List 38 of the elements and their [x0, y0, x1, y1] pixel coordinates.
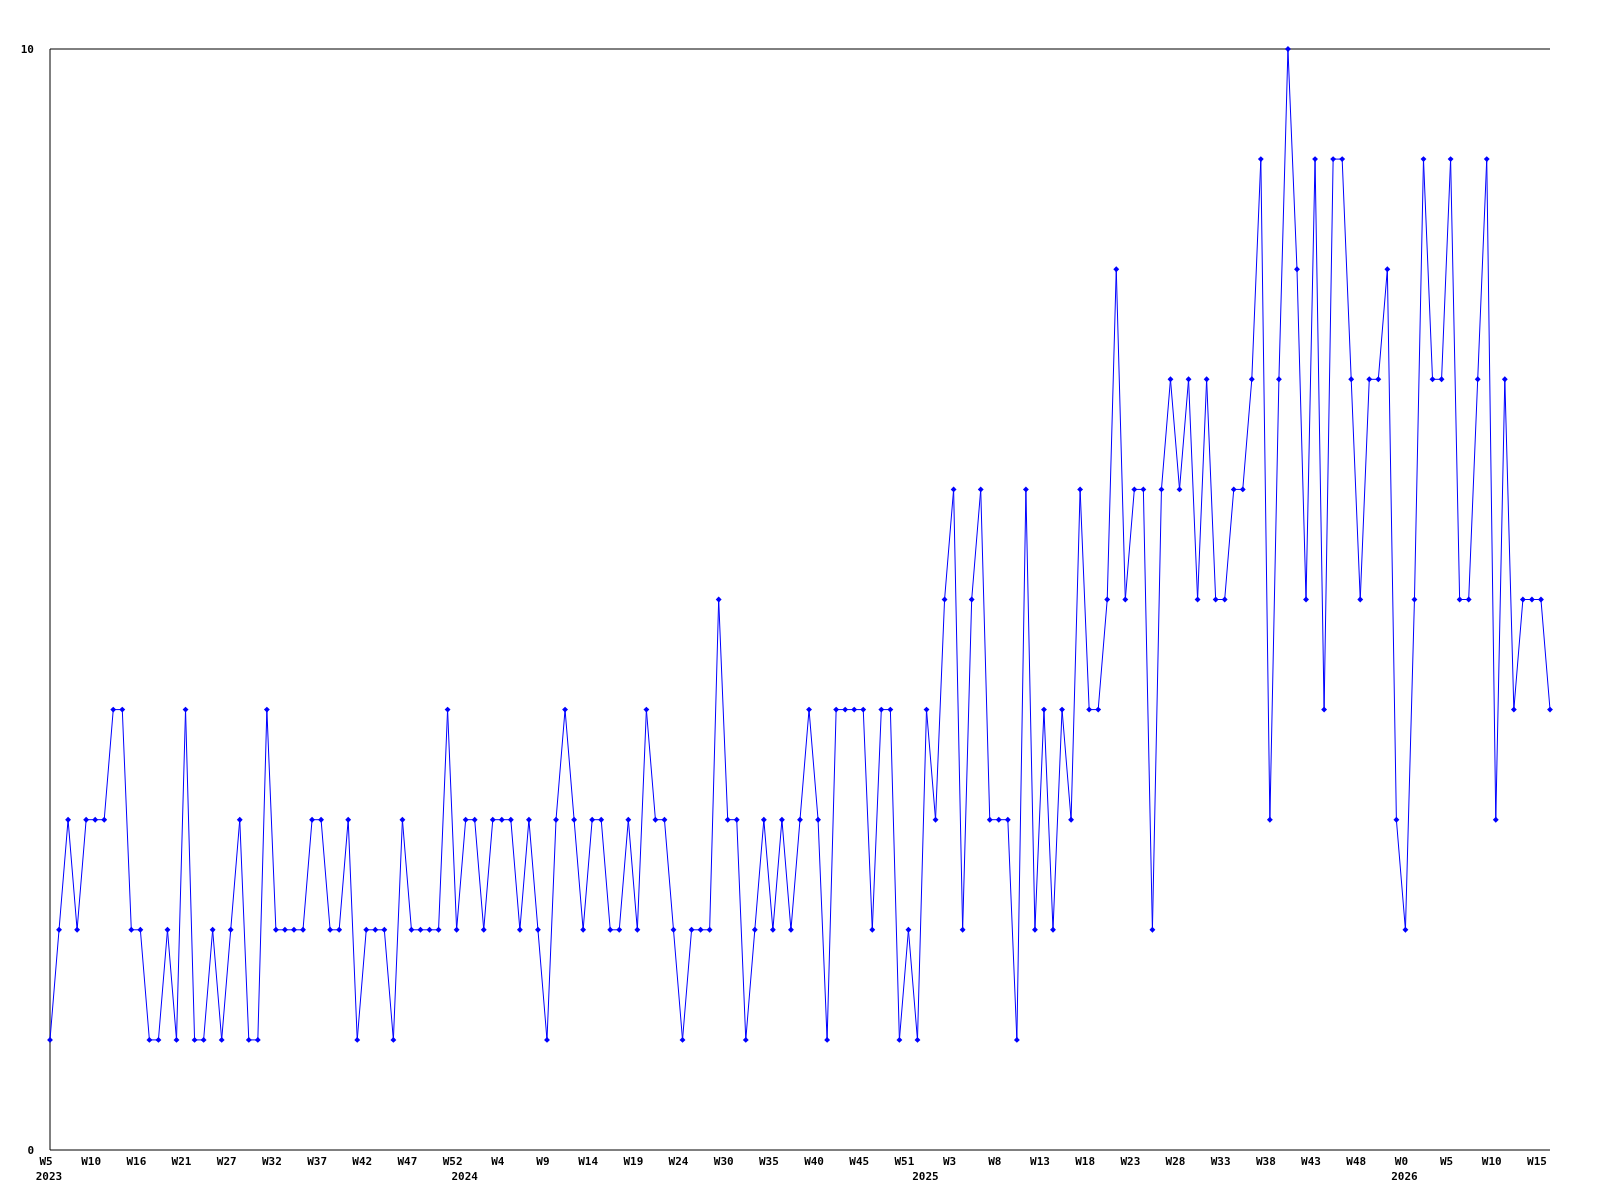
x-tick-label: W5	[1439, 1155, 1454, 1168]
x-tick-label: W8	[988, 1155, 1002, 1168]
x-tick-label: W48	[1346, 1155, 1367, 1168]
x-tick-label: 2024	[451, 1170, 479, 1183]
x-tick-label: 2025	[912, 1170, 939, 1183]
x-tick-label: W4	[491, 1155, 505, 1168]
x-tick-label: W19	[623, 1155, 644, 1168]
x-tick-label: W33	[1210, 1155, 1231, 1168]
x-tick-label: W14	[578, 1155, 599, 1168]
x-tick-label: W40	[804, 1155, 825, 1168]
x-tick-label: W9	[536, 1155, 550, 1168]
x-tick-label: W30	[713, 1155, 734, 1168]
x-tick-label: W24	[668, 1155, 689, 1168]
x-tick-label: W43	[1301, 1155, 1321, 1168]
x-tick-label: W42	[352, 1155, 373, 1168]
y-tick-label: 0	[27, 1144, 34, 1157]
x-tick-label: W27	[216, 1155, 237, 1168]
x-tick-label: W52	[442, 1155, 463, 1168]
x-tick-label: W23	[1120, 1155, 1141, 1168]
x-tick-label: W10	[81, 1155, 102, 1168]
x-tick-label: W38	[1255, 1155, 1276, 1168]
x-tick-label: W10	[1481, 1155, 1502, 1168]
x-tick-label: W5 2023	[35, 1155, 63, 1183]
x-tick-label: W32	[261, 1155, 282, 1168]
x-tick-label: W47	[397, 1155, 418, 1168]
x-tick-label: W18	[1075, 1155, 1096, 1168]
x-tick-label: W28	[1165, 1155, 1186, 1168]
x-tick-label: W21	[171, 1155, 192, 1168]
x-tick-label: W35	[758, 1155, 779, 1168]
x-tick-label: W3	[942, 1155, 957, 1168]
x-tick-label: W51	[894, 1155, 915, 1168]
x-tick-label: W37	[307, 1155, 328, 1168]
x-tick-label: W13	[1030, 1155, 1050, 1168]
y-tick-label: 10	[20, 43, 34, 56]
x-tick-label: W15	[1527, 1155, 1547, 1168]
x-tick-label: W45	[849, 1155, 870, 1168]
x-tick-label: W16	[126, 1155, 147, 1168]
x-tick-label: W0 2026	[1391, 1155, 1419, 1183]
